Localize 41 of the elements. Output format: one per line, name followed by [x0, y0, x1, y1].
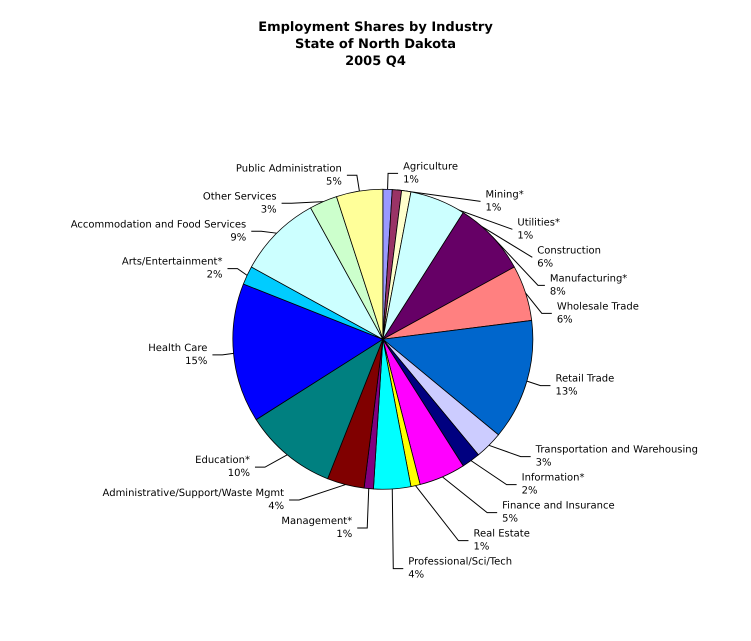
data-label: 4%: [268, 501, 284, 512]
data-label: 3%: [260, 204, 277, 216]
data-label: 8%: [550, 286, 566, 298]
data-label: 1%: [517, 230, 534, 242]
slice-label: Health Care: [148, 342, 208, 354]
slice-label: Accommodation and Food Services: [70, 219, 246, 230]
data-label: 15%: [185, 356, 208, 367]
slice-label: Manufacturing*: [550, 273, 628, 284]
data-label: 5%: [326, 176, 342, 188]
data-label: 2%: [522, 486, 538, 497]
data-label: 6%: [556, 314, 573, 326]
slice-label: Information*: [522, 472, 585, 484]
slice-label: Management*: [281, 516, 352, 528]
slice-label: Agriculture: [403, 161, 458, 172]
data-label: 6%: [537, 258, 554, 270]
data-label: 2%: [206, 270, 222, 281]
slice-label: Professional/Sci/Tech: [408, 556, 512, 568]
data-label: 5%: [502, 514, 518, 525]
slice-label: Education*: [195, 455, 250, 466]
data-label: 1%: [403, 174, 419, 186]
data-label: 1%: [473, 542, 490, 553]
slice-label: Arts/Entertainment*: [122, 256, 222, 268]
data-label: 9%: [230, 232, 246, 244]
data-label: 1%: [336, 529, 352, 540]
slice-label: Other Services: [202, 191, 277, 202]
data-label: 1%: [486, 202, 502, 214]
slice-label: Administrative/Support/Waste Mgmt: [102, 488, 284, 500]
slice-label: Transportation and Warehousing: [534, 444, 698, 456]
data-label: 3%: [536, 458, 552, 469]
data-label: 4%: [408, 570, 424, 581]
slice-label: Utilities*: [517, 217, 560, 228]
slice-label: Retail Trade: [555, 374, 614, 385]
slice-label: Finance and Insurance: [502, 500, 615, 512]
slice-label: Real Estate: [473, 528, 530, 540]
slice-label: Wholesale Trade: [556, 301, 639, 312]
slice-label: Mining*: [486, 189, 524, 200]
slice-label: Construction: [537, 245, 601, 256]
data-label: 13%: [555, 386, 578, 398]
chart-title: Employment Shares by Industry State of North Dakota 2005 Q4: [258, 20, 494, 69]
data-label: 10%: [228, 468, 250, 480]
slice-label: Public Administration: [236, 163, 342, 174]
